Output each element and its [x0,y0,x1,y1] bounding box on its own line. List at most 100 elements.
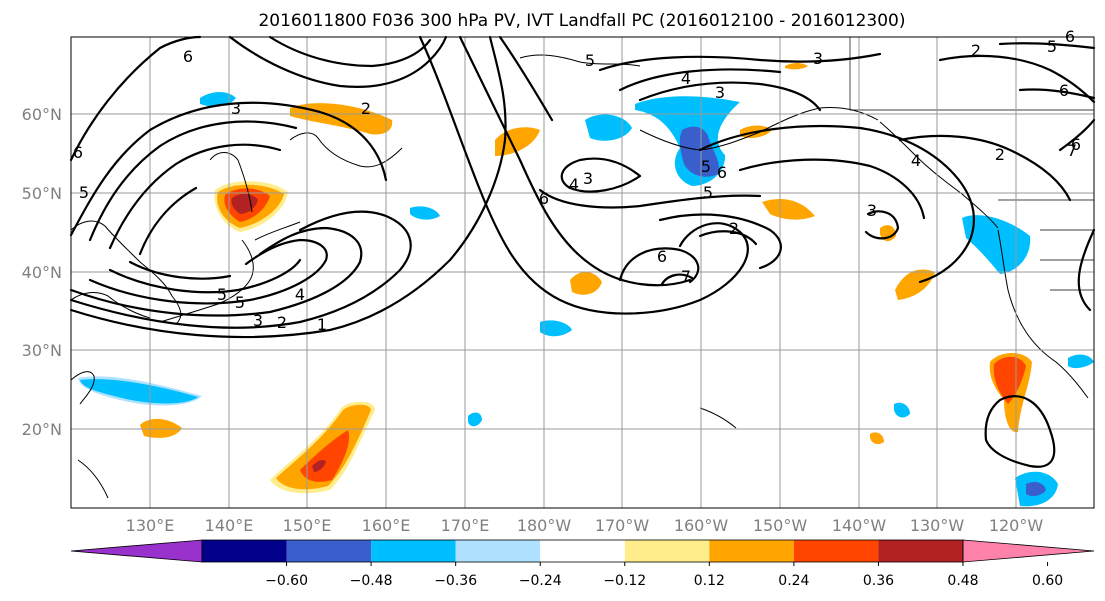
map-title: 2016011800 F036 300 hPa PV, IVT Landfall… [258,11,905,31]
central-pacific-contours [418,35,782,315]
colorbar: −0.60 −0.48 −0.36 −0.24 −0.12 0.12 0.24 0.36 0.4… [70,539,1095,589]
contour-2 [69,210,412,329]
positive-anomaly-regions [140,63,1032,494]
contour-value-label: 5 [701,157,711,176]
colorbar-segment [793,540,879,562]
lon-tick-label: 160°W [674,516,729,535]
shade-positive-moderate [762,198,815,220]
shade-negative-moderate [468,412,482,427]
contour-value-label: 5 [235,293,245,312]
contour-4-far-east [1058,118,1096,152]
contour-5-central [538,188,762,209]
contour-value-label: 3 [231,99,241,118]
lat-tick-label: 40°N [22,263,62,282]
contour-6-north [69,35,202,162]
contour-6-ne [998,42,1096,50]
lat-tick-label: 50°N [22,184,62,203]
contour-value-label: 7 [681,267,691,286]
contour-value-label: 4 [295,285,305,304]
coastline-philippines [77,459,109,499]
shade-positive-strong [993,356,1026,404]
shade-negative-moderate [540,320,572,337]
shade-negative-moderate [585,114,632,141]
contour-value-label: 3 [867,201,877,220]
lon-tick-label: 120°W [989,516,1044,535]
contour-value-label: 6 [539,189,549,208]
contour-value-label: 6 [183,47,193,66]
shade-positive-moderate [785,63,808,70]
contour-value-label: 2 [729,219,739,238]
colorbar-tick-label: 0.48 [947,573,978,589]
colorbar-tick-label: 0.36 [863,573,894,589]
lat-tick-label: 60°N [22,105,62,124]
colorbar-segment [540,540,625,562]
shade-positive-very-strong [312,459,326,472]
shade-negative-strong [679,126,719,177]
coastline-kamchatka [289,132,403,168]
contour-value-label: 4 [569,175,579,194]
contour-2-central [658,213,782,270]
colorbar-extend-high [962,539,1095,563]
colorbar-segment [624,540,710,562]
map-frame [70,36,1095,509]
contour-value-label: 2 [995,145,1005,164]
contour-ridge-west-1 [69,101,388,237]
colorbar-tick-label: −0.36 [434,573,477,589]
contour-value-label: 5 [585,51,595,70]
contour-inland-west [1077,228,1096,312]
us-state-borders [1040,229,1094,291]
negative-anomaly-regions [78,92,1094,507]
contour-trough-central-3 [498,35,554,122]
contour-value-label: 6 [1071,135,1081,154]
contour-4-east [698,124,975,284]
contour-value-label: 6 [1059,81,1069,100]
lon-tick-label: 150°W [753,516,808,535]
contour-value-label: 3 [583,169,593,188]
contour-value-label: 2 [277,313,287,332]
colorbar-segment [878,540,963,562]
shade-negative-strong [1026,482,1046,497]
colorbar-tick-label: 0.12 [694,573,725,589]
lon-tick-label: 150°E [283,516,332,535]
coastline-hawaii [699,407,737,429]
contour-closed-subtropical [984,395,1056,468]
coastline-kuril-islands [254,221,301,241]
contour-value-label: 5 [79,183,89,202]
contour-value-label: 6 [657,247,667,266]
coastline-sakhalin [209,152,253,213]
contour-value-label: 5 [217,285,227,304]
colorbar-segment [371,540,456,562]
contour-value-label: 2 [971,41,981,60]
lon-tick-label: 160°E [362,516,411,535]
lon-tick-label: 140°W [832,516,887,535]
shade-negative-moderate [80,379,198,404]
shade-positive-moderate [870,432,884,445]
colorbar-segment [709,540,794,562]
contour-ridge-west-4 [138,186,198,256]
colorbar-tick-label: −0.48 [350,573,393,589]
contour-value-label: 7 [1067,141,1077,160]
contour-3-ne [1018,88,1096,100]
contour-1 [69,35,507,339]
eastern-pacific-contours [598,42,1096,468]
contour-cutoff-7 [660,273,694,286]
contour-cutoff-6 [618,247,700,284]
contour-4-ne [938,54,1096,104]
lon-tick-label: 130°E [126,516,175,535]
colorbar-tick-label: 0.60 [1032,573,1063,589]
colorbar-tick-label: 0.24 [778,573,809,589]
contour-2-north [638,81,822,112]
contour-value-label: 4 [681,69,691,88]
contour-value-label: 1 [317,315,327,334]
political-borders [849,37,1094,291]
contour-value-label: 3 [253,311,263,330]
lat-tick-label: 30°N [22,341,62,360]
shade-negative-moderate [1068,354,1094,369]
contour-3-arc [618,68,782,92]
contour-value-label: 2 [361,99,371,118]
contour-value-label: 6 [73,143,83,162]
contour-value-label: 5 [1047,37,1057,56]
longitude-labels: 130°E 140°E 150°E 160°E 170°E 180°W 170°W 160°W… [126,516,1044,535]
